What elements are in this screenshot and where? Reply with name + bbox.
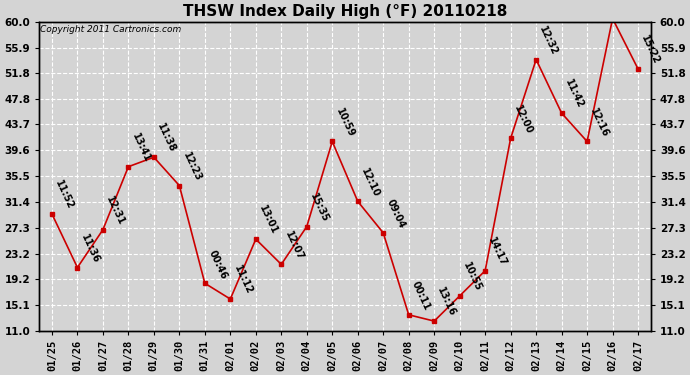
Text: 00:11: 00:11 (410, 280, 432, 312)
Text: 11:12: 11:12 (232, 264, 254, 296)
Text: 13:16: 13:16 (435, 286, 457, 318)
Text: 15:35: 15:35 (308, 192, 331, 224)
Text: 09:04: 09:04 (384, 198, 407, 230)
Text: 12:00: 12:00 (512, 103, 534, 135)
Title: THSW Index Daily High (°F) 20110218: THSW Index Daily High (°F) 20110218 (183, 4, 507, 19)
Text: 12:07: 12:07 (283, 229, 305, 262)
Text: 12:16: 12:16 (589, 106, 611, 139)
Text: 15:22: 15:22 (640, 34, 662, 66)
Text: 13:41: 13:41 (130, 132, 152, 164)
Text: 14:17: 14:17 (486, 236, 509, 268)
Text: 11:42: 11:42 (563, 78, 585, 110)
Text: 10:59: 10:59 (334, 106, 356, 139)
Text: 11:11: 11:11 (0, 374, 1, 375)
Text: 12:23: 12:23 (181, 150, 203, 183)
Text: 10:55: 10:55 (461, 261, 483, 293)
Text: Copyright 2011 Cartronics.com: Copyright 2011 Cartronics.com (41, 25, 181, 34)
Text: 12:31: 12:31 (104, 195, 126, 227)
Text: 11:36: 11:36 (79, 232, 101, 265)
Text: 13:01: 13:01 (257, 204, 279, 236)
Text: 12:32: 12:32 (538, 24, 560, 57)
Text: 00:46: 00:46 (206, 248, 228, 280)
Text: 11:52: 11:52 (53, 179, 75, 211)
Text: 11:38: 11:38 (155, 122, 177, 154)
Text: 12:10: 12:10 (359, 166, 382, 199)
